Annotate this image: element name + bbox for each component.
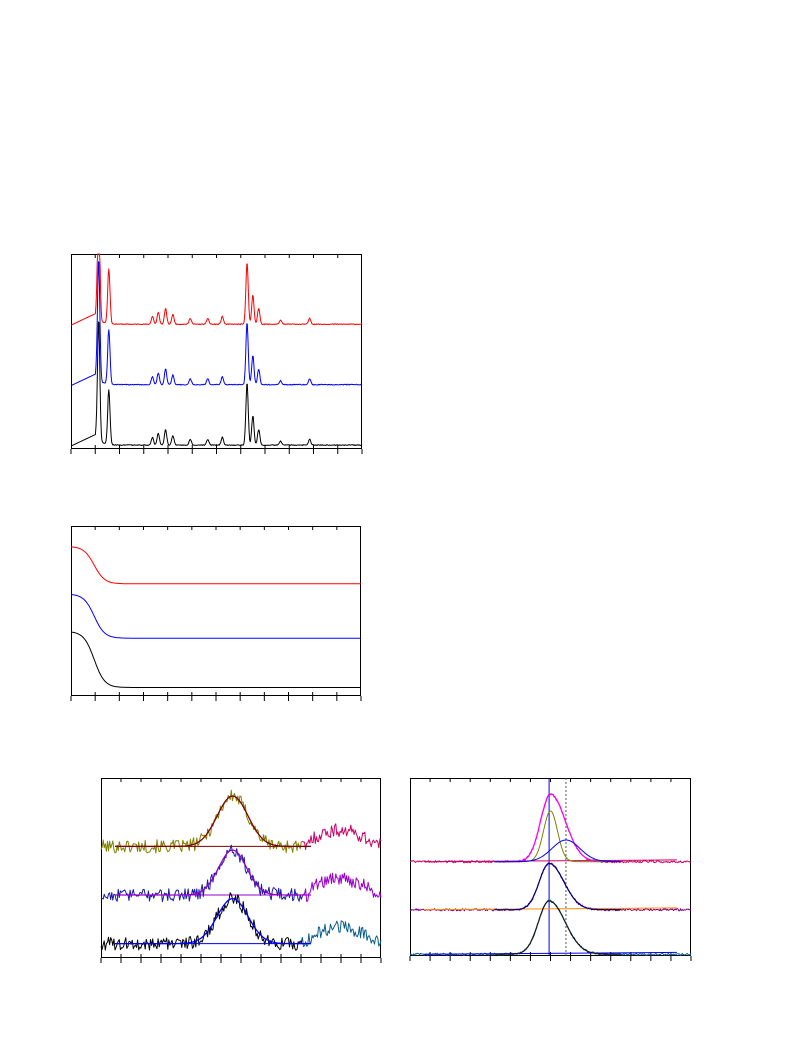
fit-left-raw-line bbox=[100, 789, 303, 854]
fit-right-baseline bbox=[424, 951, 677, 955]
fit-left-fit-line bbox=[115, 795, 311, 848]
fit-left-fit-line bbox=[115, 897, 311, 945]
decay-series-line bbox=[70, 631, 361, 688]
fit-right-chart-panel bbox=[409, 778, 692, 961]
fit-left-fit-line bbox=[115, 849, 311, 896]
xrd-chart bbox=[70, 253, 363, 454]
decay-chart bbox=[70, 526, 362, 701]
decay-series-line bbox=[70, 546, 361, 585]
fit-right-fit-line bbox=[494, 900, 621, 955]
fit-right-component-line bbox=[494, 810, 621, 863]
fit-right-baseline bbox=[424, 859, 677, 863]
fit-left-tail-line bbox=[301, 872, 382, 902]
plot-frame bbox=[71, 526, 361, 696]
xrd-series-line bbox=[70, 253, 363, 326]
decay-chart-panel bbox=[70, 526, 362, 701]
xrd-series-line bbox=[70, 261, 363, 387]
fit-left-chart bbox=[100, 778, 382, 963]
plot-frame bbox=[410, 778, 691, 956]
fit-right-fit-line bbox=[494, 793, 621, 863]
fit-right-fit-line bbox=[494, 862, 621, 911]
fit-right-raw-line bbox=[409, 862, 692, 912]
fit-right-component-line bbox=[494, 839, 621, 863]
fit-right-raw-line bbox=[409, 793, 692, 864]
decay-series-line bbox=[70, 594, 361, 639]
xrd-chart-panel bbox=[70, 253, 363, 454]
xrd-series-line bbox=[70, 321, 363, 447]
fit-left-tail-line bbox=[301, 920, 382, 948]
fit-left-tail-line bbox=[302, 823, 382, 850]
plot-frame bbox=[71, 254, 362, 449]
fit-right-chart bbox=[409, 778, 692, 961]
fit-right-baseline bbox=[424, 907, 677, 911]
fit-left-chart-panel bbox=[100, 778, 382, 963]
fit-left-raw-line bbox=[100, 844, 303, 903]
